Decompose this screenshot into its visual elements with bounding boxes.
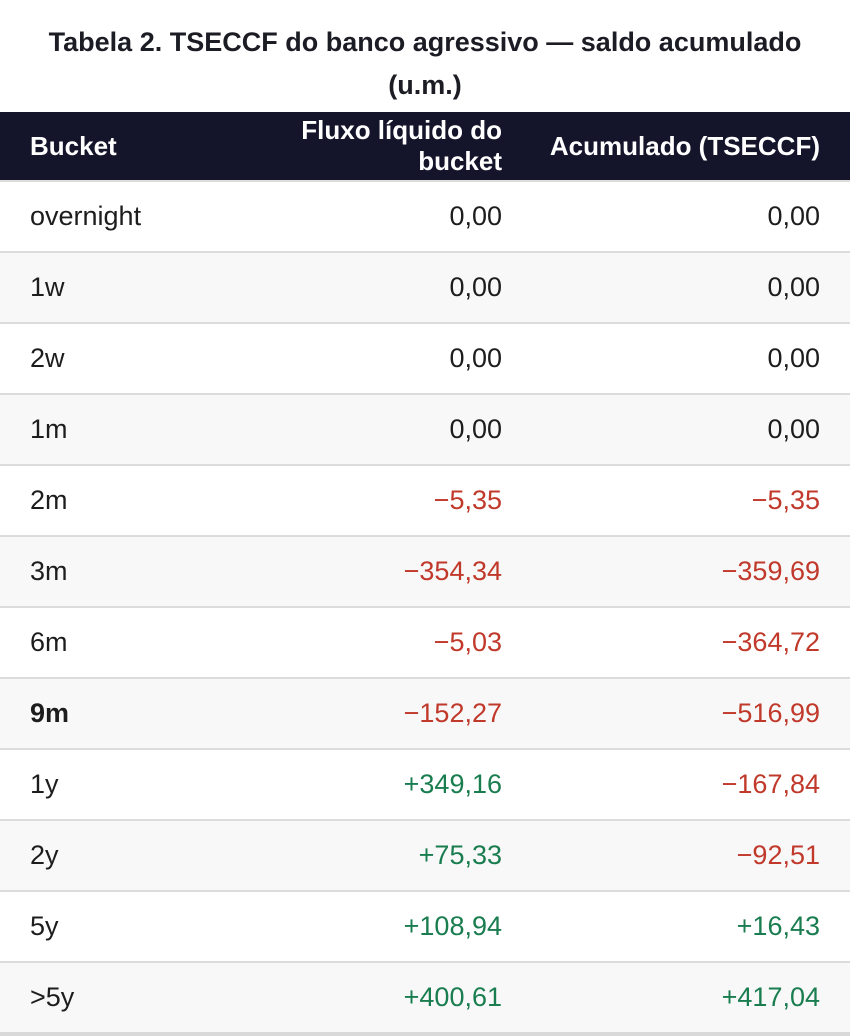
cumulative-value: +417,04 [502, 961, 850, 1032]
flow-value: −5,35 [240, 464, 502, 535]
bucket-label: 2w [0, 322, 240, 393]
cumulative-value: −5,35 [502, 464, 850, 535]
cumulative-value: +16,43 [502, 890, 850, 961]
cumulative-value: −516,99 [502, 677, 850, 748]
table-body: overnight 0,00 0,00 1w 0,00 0,00 2w 0,00… [0, 180, 850, 1032]
cumulative-value: −359,69 [502, 535, 850, 606]
flow-value: +349,16 [240, 748, 502, 819]
flow-value: 0,00 [240, 322, 502, 393]
flow-value: +75,33 [240, 819, 502, 890]
bucket-label: 2y [0, 819, 240, 890]
flow-value: 0,00 [240, 251, 502, 322]
flow-value: −354,34 [240, 535, 502, 606]
table-row: 5y +108,94 +16,43 [0, 890, 850, 961]
table-title: Tabela 2. TSECCF do banco agressivo — sa… [0, 0, 850, 112]
bucket-label: 1y [0, 748, 240, 819]
bucket-label: 9m [0, 677, 240, 748]
tseccf-table: Bucket Fluxo líquido do bucket Acumulado… [0, 112, 850, 1036]
table-row: 1y +349,16 −167,84 [0, 748, 850, 819]
table-row: >5y +400,61 +417,04 [0, 961, 850, 1032]
cumulative-value: 0,00 [502, 180, 850, 251]
table-row: overnight 0,00 0,00 [0, 180, 850, 251]
bucket-label: >5y [0, 961, 240, 1032]
table-row: 3m −354,34 −359,69 [0, 535, 850, 606]
flow-value: 0,00 [240, 180, 502, 251]
table-title-line1: Tabela 2. TSECCF do banco agressivo — sa… [48, 27, 802, 57]
table-row: 2m −5,35 −5,35 [0, 464, 850, 535]
cumulative-value: 0,00 [502, 393, 850, 464]
table-row: 1w 0,00 0,00 [0, 251, 850, 322]
table-header: Bucket Fluxo líquido do bucket Acumulado… [0, 112, 850, 180]
cumulative-value: 0,00 [502, 322, 850, 393]
flow-value: −152,27 [240, 677, 502, 748]
cumulative-value: 0,00 [502, 251, 850, 322]
table-row: 2w 0,00 0,00 [0, 322, 850, 393]
flow-value: 0,00 [240, 393, 502, 464]
column-header-cumulative: Acumulado (TSECCF) [502, 112, 850, 180]
flow-value: +400,61 [240, 961, 502, 1032]
table-row: 6m −5,03 −364,72 [0, 606, 850, 677]
bucket-label: 3m [0, 535, 240, 606]
bucket-label: 1w [0, 251, 240, 322]
cumulative-value: −167,84 [502, 748, 850, 819]
flow-value: −5,03 [240, 606, 502, 677]
cumulative-value: −364,72 [502, 606, 850, 677]
table-title-line2: (u.m.) [388, 70, 462, 100]
table-row: 2y +75,33 −92,51 [0, 819, 850, 890]
bucket-label: 6m [0, 606, 240, 677]
column-header-bucket: Bucket [0, 112, 240, 180]
cumulative-value: −92,51 [502, 819, 850, 890]
bucket-label: 1m [0, 393, 240, 464]
table-row: 1m 0,00 0,00 [0, 393, 850, 464]
bucket-label: 5y [0, 890, 240, 961]
bucket-label: overnight [0, 180, 240, 251]
column-header-flow: Fluxo líquido do bucket [240, 112, 502, 180]
flow-value: +108,94 [240, 890, 502, 961]
table-row: 9m −152,27 −516,99 [0, 677, 850, 748]
bucket-label: 2m [0, 464, 240, 535]
